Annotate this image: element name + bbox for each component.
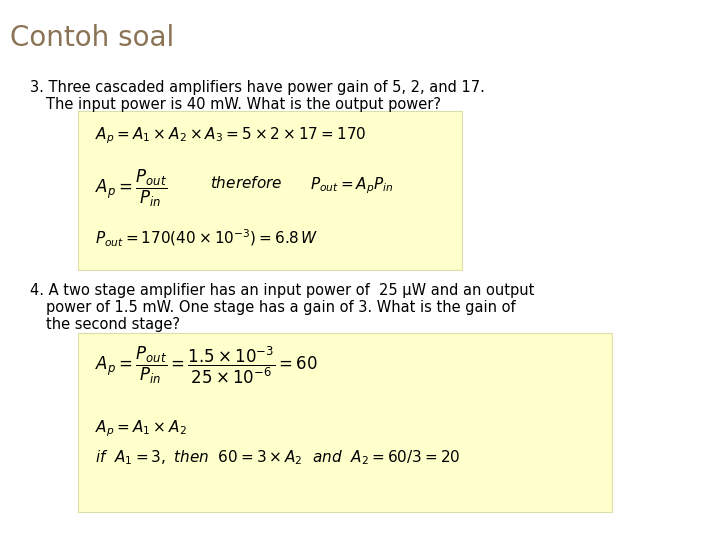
Text: $A_p = A_1 \times A_2 \times A_3 = 5 \times 2 \times 17 = 170$: $A_p = A_1 \times A_2 \times A_3 = 5 \ti… [95,125,366,146]
Text: $P_{out} = A_p P_{in}$: $P_{out} = A_p P_{in}$ [310,175,394,195]
FancyBboxPatch shape [78,111,462,270]
Text: $A_p = \dfrac{P_{out}}{P_{in}}$: $A_p = \dfrac{P_{out}}{P_{in}}$ [95,168,167,209]
FancyBboxPatch shape [78,333,612,512]
Text: $P_{out} = 170(40 \times 10^{-3}) = 6.8\,W$: $P_{out} = 170(40 \times 10^{-3}) = 6.8\… [95,228,318,249]
Text: power of 1.5 mW. One stage has a gain of 3. What is the gain of: power of 1.5 mW. One stage has a gain of… [46,300,516,315]
Text: $A_p = A_1 \times A_2$: $A_p = A_1 \times A_2$ [95,418,186,438]
Text: $A_p = \dfrac{P_{out}}{P_{in}} = \dfrac{1.5 \times 10^{-3}}{25 \times 10^{-6}} =: $A_p = \dfrac{P_{out}}{P_{in}} = \dfrac{… [95,345,318,387]
Text: $\mathit{if}\ \ A_1 = 3,\ \mathit{then}\ \ 60 = 3 \times A_2\ \ \mathit{and}\ \ : $\mathit{if}\ \ A_1 = 3,\ \mathit{then}\… [95,448,460,467]
Text: The input power is 40 mW. What is the output power?: The input power is 40 mW. What is the ou… [46,97,441,112]
Text: Contoh soal: Contoh soal [10,24,174,52]
Text: 4. A two stage amplifier has an input power of  25 μW and an output: 4. A two stage amplifier has an input po… [30,283,534,298]
Text: 3. Three cascaded amplifiers have power gain of 5, 2, and 17.: 3. Three cascaded amplifiers have power … [30,80,485,95]
Text: $\mathit{therefore}$: $\mathit{therefore}$ [210,175,282,191]
Text: the second stage?: the second stage? [46,317,180,332]
